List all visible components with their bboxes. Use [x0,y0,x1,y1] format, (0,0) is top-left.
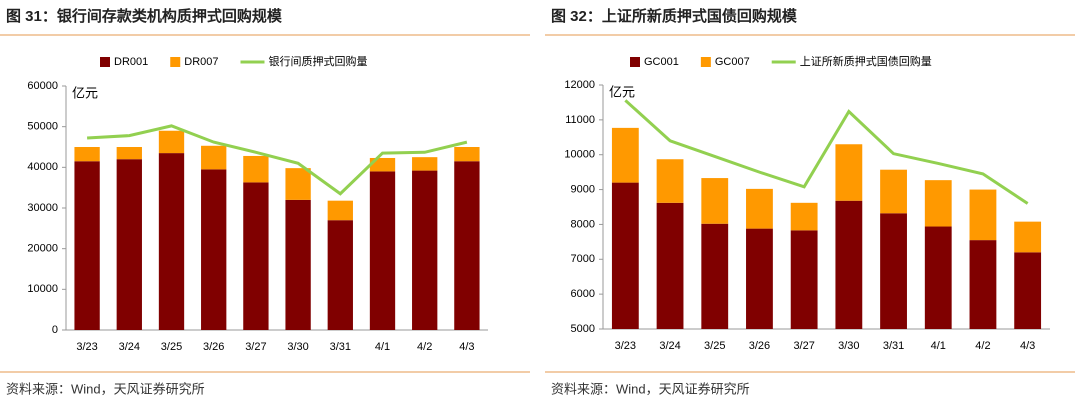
line [87,124,468,196]
bar [611,182,639,329]
x-tick-label: 4/2 [975,340,990,352]
bar [656,202,684,329]
bar [746,188,773,229]
bar [746,228,773,329]
x-tick-label: 4/1 [931,340,946,352]
bar [412,170,438,330]
legend-swatch [700,57,711,67]
bar [285,168,311,200]
bar [74,147,100,162]
bar [116,147,142,160]
bar [880,169,907,214]
y-tick-label: 50000 [27,121,58,133]
x-tick-label: 4/1 [375,341,390,353]
bar [201,169,227,330]
x-tick-label: 3/24 [119,341,140,353]
x-tick-label: 3/27 [245,341,266,353]
y-tick-label: 11000 [565,114,595,126]
bar [327,200,353,221]
legend-swatch [630,57,640,67]
x-tick-label: 3/30 [838,340,859,352]
bar [201,145,227,170]
bar [74,161,100,330]
legend-label: GC001 [644,56,679,68]
x-tick-label: 3/26 [203,341,224,353]
source: 资料来源：Wind，天风证券研究所 [6,381,205,396]
bar [924,180,952,227]
y-tick-label: 9000 [571,183,595,195]
bar [454,147,480,162]
bar [835,200,863,329]
bar [454,161,480,330]
bar [243,182,269,330]
x-tick-label: 3/31 [883,340,904,352]
bar [116,159,142,330]
x-tick-label: 3/30 [287,341,308,353]
y-tick-label: 30000 [27,202,58,214]
bar [243,155,269,183]
x-tick-label: 3/26 [749,340,770,352]
bar [369,171,396,330]
bar [790,202,818,231]
bar [835,144,863,201]
unit-label: 亿元 [609,84,635,99]
chart-title: 图 31：银行间存款类机构质押式回购规模 [6,7,283,25]
y-tick-label: 10000 [564,149,595,161]
y-tick-label: 40000 [27,161,58,173]
x-tick-label: 4/2 [417,341,432,353]
y-tick-label: 7000 [571,253,595,265]
y-tick-label: 5000 [571,323,595,335]
legend-swatch [100,57,110,67]
x-tick-label: 4/3 [1020,340,1035,352]
bar [327,220,353,330]
x-tick-label: 3/23 [615,340,636,352]
legend-label: GC007 [715,56,750,68]
y-tick-label: 20000 [27,243,58,255]
legend-swatch [170,57,181,67]
legend-label: DR007 [184,56,218,68]
y-tick-label: 8000 [571,218,595,230]
x-tick-label: 3/23 [76,341,97,353]
bar [1014,252,1042,329]
x-tick-label: 3/31 [330,341,351,353]
bar [701,178,729,224]
chart-title: 图 32：上证所新质押式国债回购规模 [551,7,798,25]
bar [969,189,997,241]
legend-label: DR001 [114,56,148,68]
bar [611,127,639,183]
y-tick-label: 6000 [571,288,595,300]
bar [412,157,438,171]
bar [285,199,311,330]
source: 资料来源：Wind，天风证券研究所 [551,381,750,396]
legend-label: 银行间质押式回购量 [269,54,368,68]
y-tick-label: 0 [52,324,58,336]
bar [969,240,997,329]
y-tick-label: 12000 [564,79,595,91]
bar [790,230,818,329]
x-tick-label: 4/3 [459,341,474,353]
bar [369,157,396,172]
x-tick-label: 3/25 [161,341,182,353]
line [624,99,1029,205]
bar [924,226,952,329]
unit-label: 亿元 [72,85,98,100]
x-tick-label: 3/24 [659,340,680,352]
bar [158,130,185,154]
bar [880,213,907,329]
bar [701,223,729,329]
bar [1014,221,1042,253]
y-tick-label: 10000 [27,283,58,295]
x-tick-label: 3/27 [793,340,814,352]
bar [656,159,684,203]
y-tick-label: 60000 [27,80,58,92]
legend-label: 上证所新质押式国债回购量 [800,54,932,68]
x-tick-label: 3/25 [704,340,725,352]
bar [158,153,185,330]
